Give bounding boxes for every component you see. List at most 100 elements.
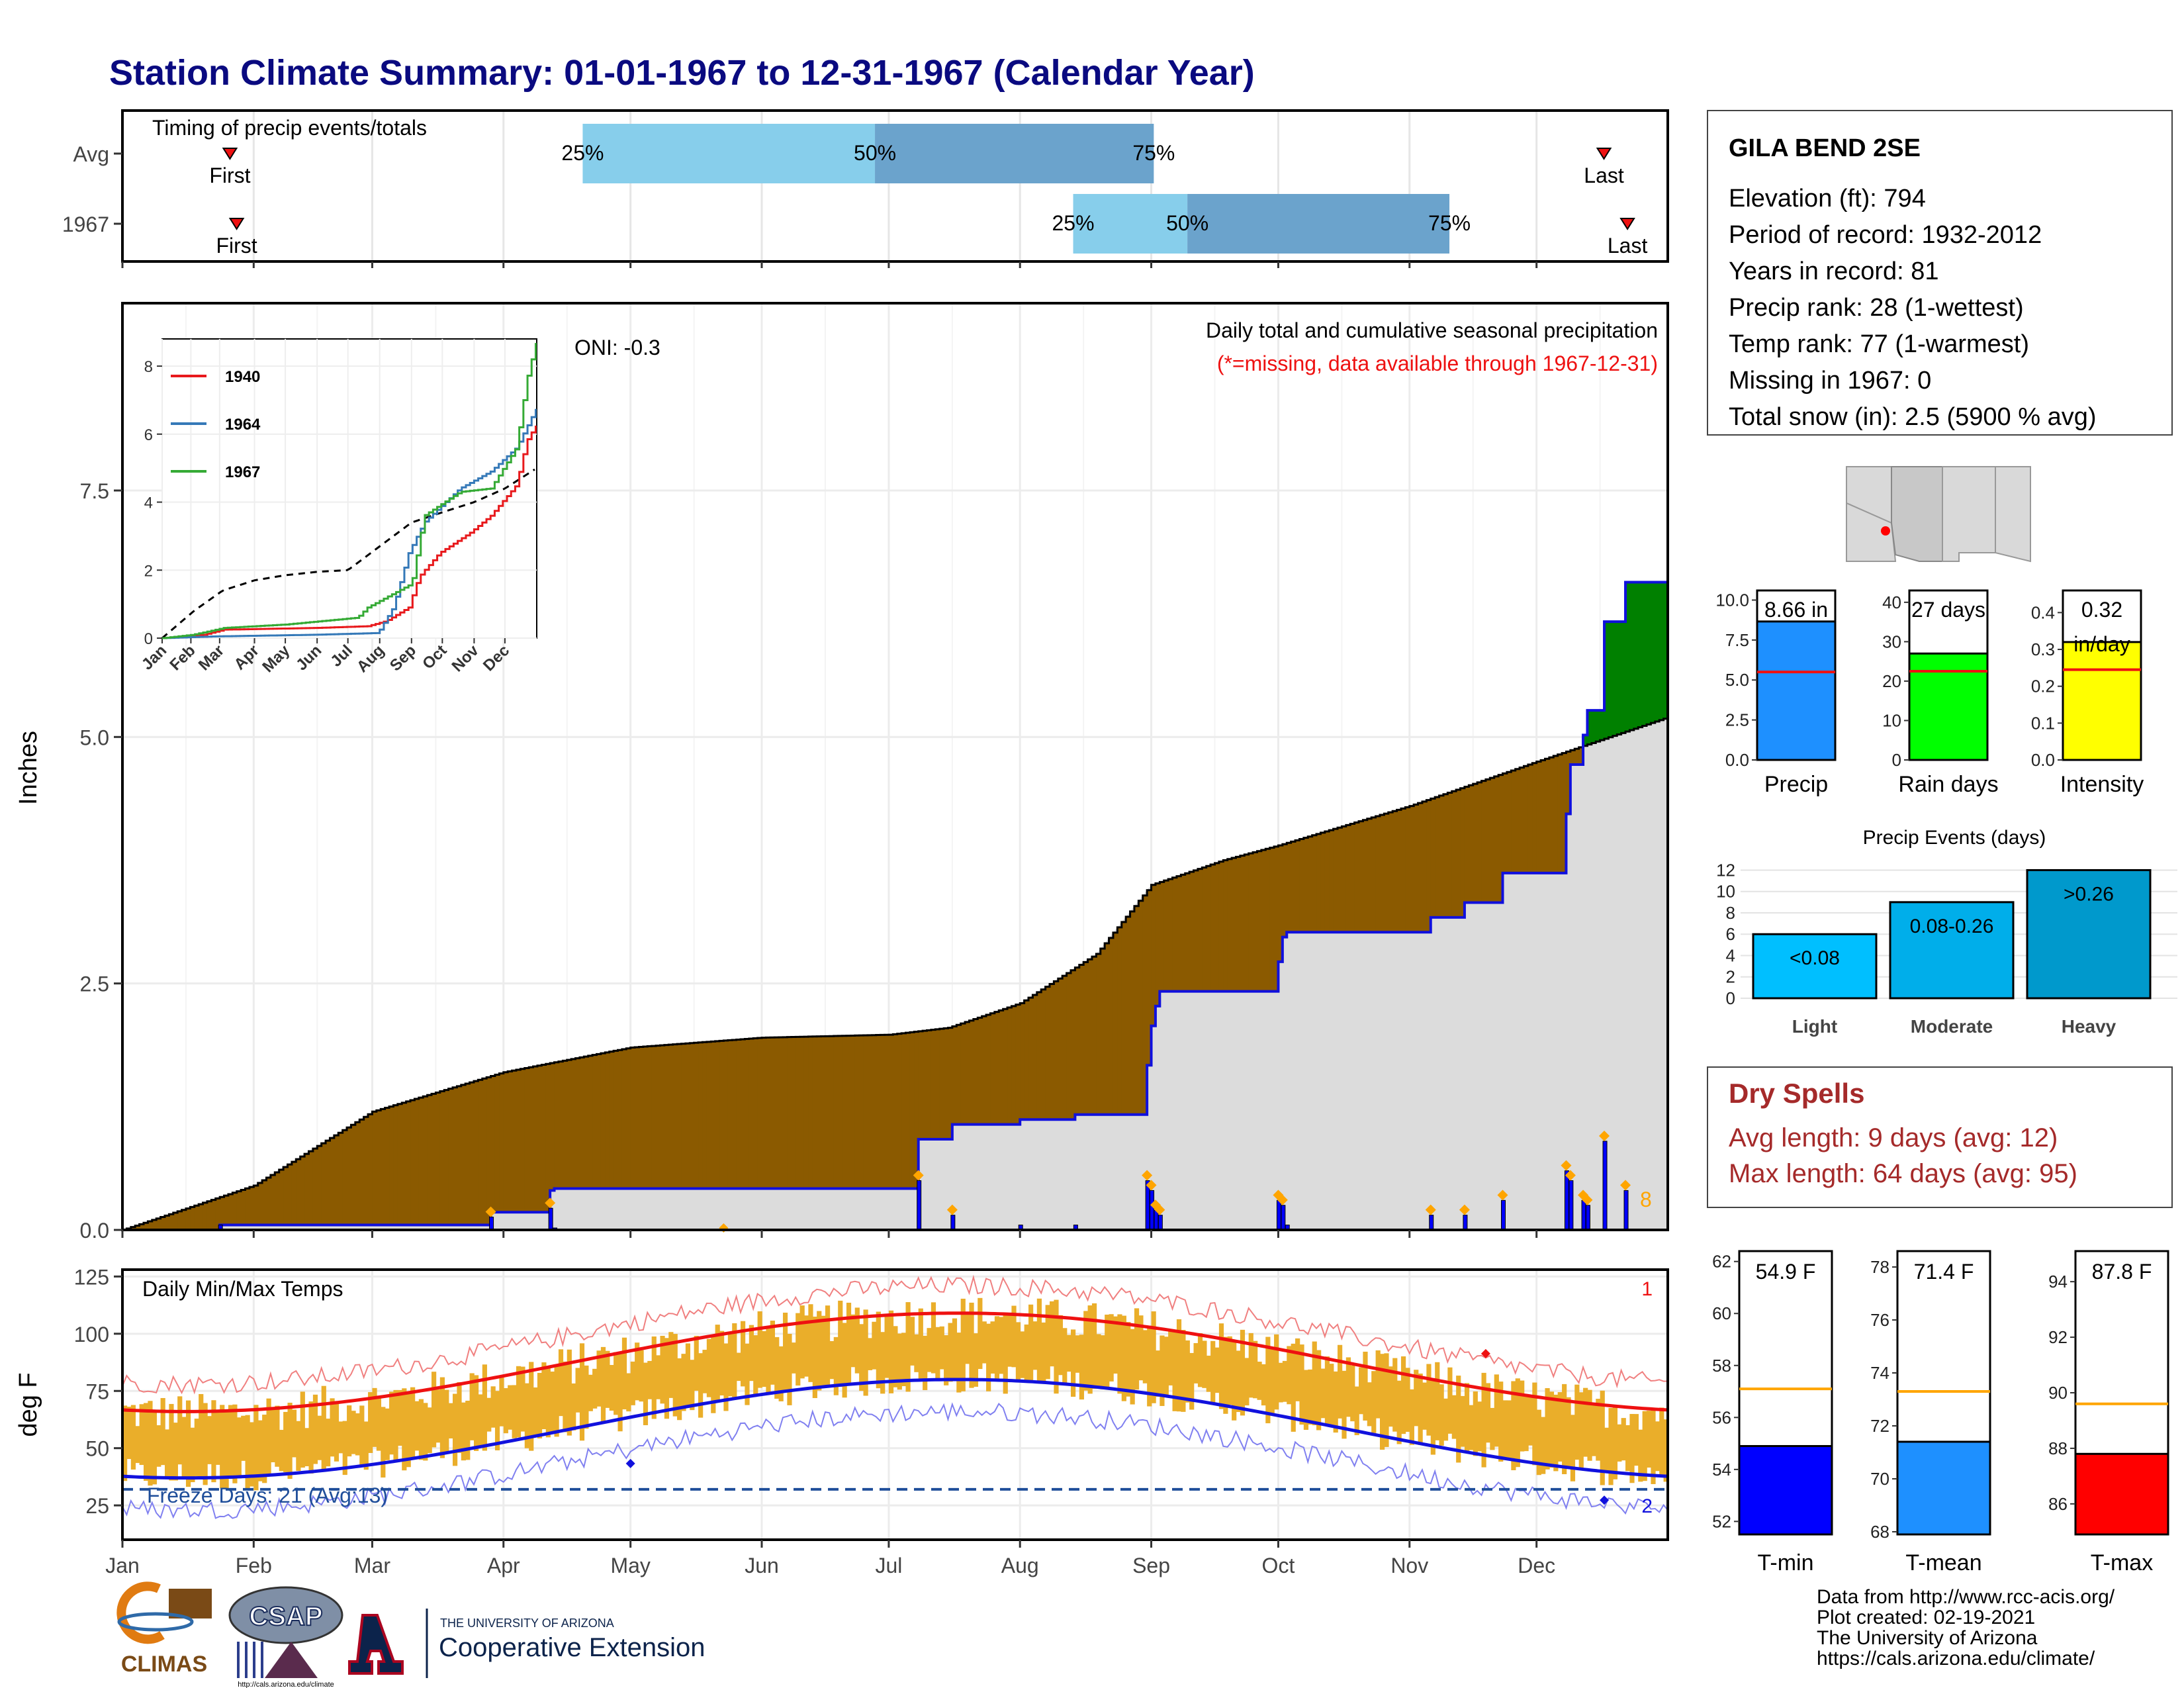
daily-temp-bar (1227, 1336, 1232, 1405)
deficit-fill (215, 1198, 220, 1230)
timing-p50-label: 50% (1166, 211, 1208, 235)
daily-temp-bar (1553, 1394, 1559, 1472)
climas-swirl-icon (116, 1581, 165, 1644)
daily-temp-bar (478, 1394, 483, 1447)
deficit-fill (541, 1064, 547, 1213)
daily-precip-bar (1581, 1199, 1586, 1231)
daily-temp-bar (190, 1427, 195, 1483)
deficit-fill (1524, 766, 1529, 873)
heavy-day-marker (1620, 1180, 1631, 1191)
daily-temp-bar (706, 1338, 712, 1397)
daily-temp-bar (1079, 1335, 1084, 1400)
daily-temp-bar (376, 1395, 382, 1451)
daily-precip-bar (1150, 1190, 1155, 1231)
deficit-fill (312, 1149, 318, 1225)
deficit-fill (143, 1223, 148, 1230)
daily-temp-bar (1515, 1378, 1520, 1468)
daily-temp-bar (1257, 1362, 1262, 1400)
deficit-fill (1045, 986, 1050, 1120)
daily-temp-bar (432, 1372, 437, 1448)
deficit-fill (558, 1061, 563, 1189)
daily-temp-bar (266, 1398, 271, 1475)
deficit-fill (1274, 846, 1279, 992)
deficit-fill (1041, 989, 1046, 1120)
mini-ytick-label: 0.0 (1725, 750, 1749, 770)
daily-temp-bar (397, 1389, 403, 1446)
deficit-fill (664, 1045, 669, 1189)
ua-logo: THE UNIVERSITY OF ARIZONA Cooperative Ex… (348, 1609, 705, 1678)
daily-temp-bar (1062, 1328, 1068, 1383)
deficit-fill (1210, 865, 1216, 992)
daily-temp-bar (685, 1343, 691, 1406)
deficit-fill (287, 1164, 293, 1225)
mini-panel-label: Rain days (1898, 772, 1998, 797)
daily-temp-bar (1350, 1365, 1355, 1422)
deficit-fill (1240, 855, 1245, 992)
deficit-fill (1490, 778, 1495, 903)
deficit-fill (563, 1060, 568, 1189)
deficit-fill (444, 1090, 449, 1225)
daily-temp-bar (1117, 1314, 1122, 1394)
deficit-fill (262, 1180, 267, 1225)
daily-temp-bar (1138, 1315, 1144, 1381)
month-tick-label: Oct (1262, 1554, 1295, 1577)
deficit-fill (825, 1036, 830, 1189)
daily-temp-bar (1477, 1401, 1482, 1452)
deficit-fill (465, 1083, 471, 1225)
daily-temp-bar (326, 1419, 331, 1467)
daily-temp-bar (1168, 1329, 1173, 1385)
month-tick-label: May (610, 1554, 650, 1577)
daily-temp-bar (537, 1372, 543, 1438)
surplus-fill (1617, 622, 1622, 735)
daily-temp-bar (838, 1300, 843, 1387)
deficit-fill (296, 1159, 301, 1225)
deficit-fill (1079, 964, 1084, 1115)
deficit-fill (981, 1016, 987, 1125)
deficit-fill (1206, 866, 1211, 992)
daily-temp-bar (567, 1349, 572, 1436)
dry-spells-frame (1707, 1066, 2173, 1208)
record-min-count: 2 (1641, 1495, 1653, 1517)
deficit-fill (787, 1037, 792, 1189)
temp-panel-ytick-label: 70 (1870, 1469, 1889, 1489)
daily-temp-bar (1320, 1368, 1326, 1419)
deficit-fill (1324, 831, 1330, 933)
deficit-fill (1494, 776, 1499, 903)
events-ytick-label: 10 (1716, 882, 1735, 902)
daily-precip-bar (917, 1180, 922, 1231)
daily-temp-bar (338, 1421, 343, 1454)
daily-temp-bar (927, 1328, 932, 1372)
daily-temp-bar (901, 1333, 907, 1387)
map-state-tx (1995, 466, 2031, 563)
daily-temp-bar (410, 1387, 416, 1460)
deficit-fill (774, 1037, 780, 1189)
daily-temp-bar (1557, 1392, 1563, 1462)
daily-temp-bar (592, 1368, 598, 1409)
deficit-fill (1091, 957, 1097, 1115)
deficit-fill (473, 1081, 478, 1225)
daily-temp-bar (999, 1317, 1004, 1374)
daily-temp-bar (600, 1346, 606, 1423)
deficit-fill (148, 1221, 153, 1230)
daily-temp-bar (579, 1343, 585, 1441)
deficit-fill (888, 1035, 893, 1189)
daily-temp-bar (1333, 1371, 1338, 1433)
daily-temp-bar (876, 1311, 881, 1389)
record-min-marker (625, 1458, 635, 1468)
deficit-fill (948, 1027, 953, 1139)
normal-cumulative-line (122, 717, 1669, 1231)
daily-temp-bar (1007, 1313, 1013, 1367)
deficit-fill (621, 1049, 627, 1189)
ua-small-text: THE UNIVERSITY OF ARIZONA (440, 1617, 614, 1630)
deficit-fill (1155, 883, 1160, 1006)
daily-temp-bar (143, 1403, 149, 1481)
mini-value-label: 27 days (1911, 598, 1985, 622)
climas-logo-text: CLIMAS (121, 1652, 207, 1677)
deficit-fill (1392, 811, 1398, 933)
heavy-day-marker (545, 1197, 556, 1209)
daily-temp-bar (605, 1350, 610, 1408)
daily-temp-bar (1566, 1397, 1571, 1467)
deficit-fill (423, 1096, 428, 1225)
deficit-fill (1185, 873, 1190, 992)
deficit-fill (1329, 830, 1334, 933)
